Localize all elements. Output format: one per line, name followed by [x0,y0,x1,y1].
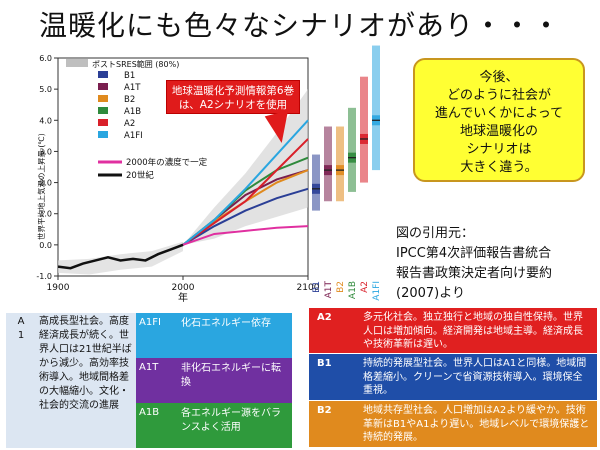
legend-swatch [98,119,108,126]
range-label-A2: A2 [360,281,370,293]
page-title: 温暖化にも色々なシナリオがあり・・・ [38,9,561,42]
note-line: 地球温暖化の [459,124,538,139]
range-label-A1B: A1B [348,281,358,299]
b2-code: B2 [309,401,357,447]
x-tick-label: 2100 [297,283,320,293]
range-bar-A1FI [372,45,380,171]
legend-label: A1FI [124,131,143,141]
x-axis-ticks: 1900 2000 2100 [47,276,320,293]
citation: 図の引用元： IPCC第4次評価報告書統合 報告書政策決定者向け要約 (2007… [396,224,596,304]
series-line-2000年の濃度で一定 [182,225,309,246]
legend-swatch [98,107,108,114]
scenario-note-box: 今後、 どのように社会が 進んでいくかによって 地球温暖化の シナリオは 大きく… [413,58,585,182]
citation-line: (2007)より [396,286,465,301]
a2-callout: 地球温暖化予測情報第6巻 は、A2シナリオを使用 [166,80,300,114]
series-lines [57,119,309,270]
range-bar-A1B [348,107,356,192]
a1t-description: 非化石エネルギーに転換 [176,358,292,403]
y-tick-label: 4.0 [39,116,52,125]
x-axis-label: 年 [178,291,188,302]
note-line: どのように社会が [446,88,551,103]
a1fi-code: A1FI [136,313,176,358]
range-bar-A1T [324,126,332,202]
uncertainty-bands [58,89,308,275]
legend-swatch [98,83,108,90]
range-label-A1FI: A1FI [372,281,382,301]
note-line: 今後、 [479,70,519,85]
a2-code: A2 [309,308,357,353]
legend-label: B2 [124,95,135,105]
range-label-A1T: A1T [324,281,334,299]
note-line: 進んでいくかによって [434,106,564,121]
note-line: 大きく違う。 [460,160,538,175]
citation-line: 報告書政策決定者向け要約 [396,266,553,281]
legend-swatch [98,71,108,78]
y-axis-ticks: -1.0 0.0 1.0 2.0 3.0 4.0 5.0 6.0 [36,54,58,281]
series-line-A2 [182,138,309,246]
a1b-code: A1B [136,403,176,448]
legend-label: A1T [124,83,141,93]
a2-description: 多元化社会。独立独行と地域の独自性保持。世界人口は増加傾向。経済開発は地域主導。… [357,308,597,353]
legend-swatch-range [66,59,88,67]
a2-callout-line: 地球温暖化予測情報第6巻 [171,85,295,97]
y-tick-label: 0.0 [39,241,52,250]
legend-label: 20世紀 [126,170,154,181]
a1-scenario-description: 高成長型社会。高度経済成長が続く。世界人口は21世紀半ばから減少。高効率技術導入… [36,313,136,448]
series-line-B1 [182,187,309,246]
citation-line: IPCC第4次評価報告書統合 [396,246,552,261]
citation-line: 図の引用元： [396,226,475,241]
legend-label: 2000年の濃度で一定 [126,157,208,168]
legend-label: B1 [124,71,135,81]
legend-swatch [98,95,108,102]
b1-code: B1 [309,354,357,400]
legend-label: A1B [124,107,141,117]
y-axis-label: 世界平均地上気温の上昇量 (℃) [36,133,46,240]
x-tick-label: 1900 [47,283,70,293]
historical-uncertainty-band [58,241,183,275]
x-tick-label: 2000 [172,283,195,293]
projection-uncertainty-band [183,89,308,245]
a1-scenario-code: A 1 [6,313,36,448]
legend-label: A2 [124,119,135,129]
y-tick-label: 3.0 [39,147,52,156]
y-tick-label: 2.0 [39,179,52,188]
range-label-B1: B1 [312,281,322,293]
b2-description: 地域共存型社会。人口増加はA2より緩やか。技術革新はB1やA1より遅い。地域レベ… [357,401,597,447]
range-bar-B1 [312,154,320,211]
range-labels: B1 A1T B2 A1B A2 A1FI [312,281,382,301]
legend-title: ポストSRES範囲 (80%) [92,59,179,69]
series-line-20世紀 [57,243,184,270]
note-line: シナリオは [466,142,532,157]
range-bar-B2 [336,126,344,202]
a1fi-description: 化石エネルギー依存 [176,313,292,358]
range-bar-A2 [360,76,368,183]
a1t-code: A1T [136,358,176,403]
y-tick-label: 5.0 [39,85,52,94]
a1b-description: 各エネルギー源をバランスよく活用 [176,403,292,448]
legend-swatch [98,131,108,138]
range-label-B2: B2 [336,281,346,293]
range-bars [312,45,380,211]
b1-description: 持続的発展型社会。世界人口はA1と同様。地域間格差縮小。クリーンで省資源技術導入… [357,354,597,400]
y-tick-label: -1.0 [36,272,52,281]
y-tick-label: 6.0 [39,54,52,63]
chart-legend: ポストSRES範囲 (80%) B1 A1T B2 A1B A2 A1FI 2000年の濃度で… [66,59,208,181]
a2-callout-line: は、A2シナリオを使用 [178,99,288,111]
series-line-A1FI [182,119,309,246]
y-tick-label: 1.0 [39,210,52,219]
